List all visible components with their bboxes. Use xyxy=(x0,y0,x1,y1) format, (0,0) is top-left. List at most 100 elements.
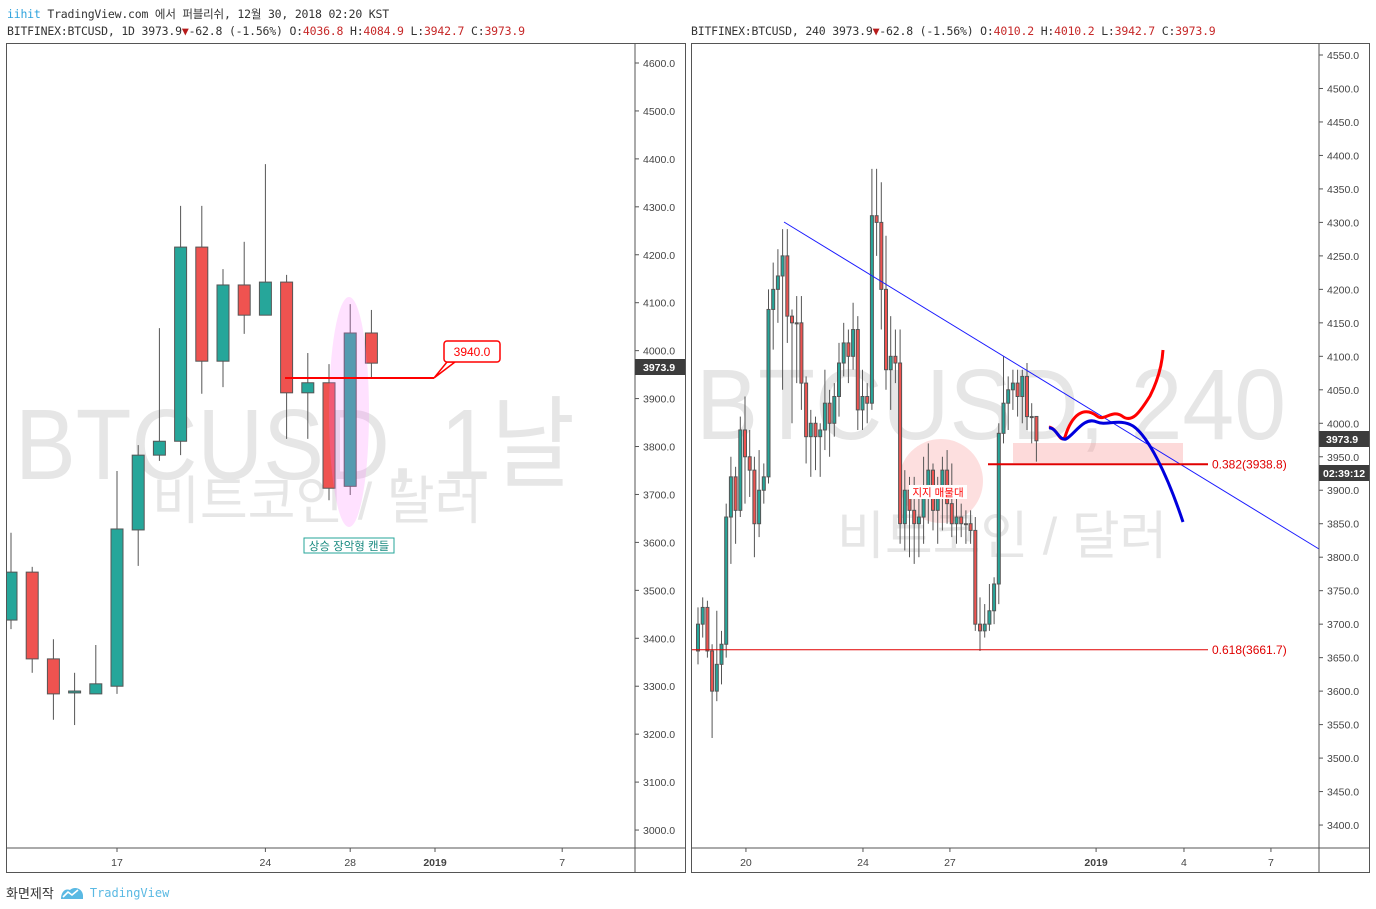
candle xyxy=(696,607,700,665)
candle xyxy=(968,510,973,544)
candle-body xyxy=(237,284,251,316)
candle-body xyxy=(25,571,39,660)
candle-body xyxy=(705,606,710,652)
interval: 1D xyxy=(121,24,135,38)
x-tick-label: 17 xyxy=(111,857,123,869)
y-tick-label: 4000.0 xyxy=(643,346,675,358)
candle-body xyxy=(747,456,752,471)
candle xyxy=(804,376,809,464)
candle-body xyxy=(968,523,973,531)
candle xyxy=(766,289,771,484)
candle-body xyxy=(794,322,799,325)
daily-chart[interactable]: BTCUSD, 1날 비트코인 / 달러 3940.0 상승 장악형 캔들 46… xyxy=(7,44,685,872)
candle xyxy=(747,429,752,497)
candle-body xyxy=(696,623,700,652)
y-tick-label: 4500.0 xyxy=(1327,83,1359,95)
y-tick-label: 4100.0 xyxy=(1327,351,1359,363)
candle-body xyxy=(851,329,856,357)
price-label-box xyxy=(635,359,685,375)
candle-body xyxy=(884,288,888,371)
candle xyxy=(771,262,776,350)
candle xyxy=(808,409,813,477)
candle-body xyxy=(874,215,879,223)
change: -62.8 xyxy=(188,24,223,38)
candle xyxy=(757,450,762,538)
symbol: BITFINEX:BTCUSD xyxy=(7,24,108,38)
close-value: 3973.9 xyxy=(484,24,525,38)
candle-body xyxy=(771,288,776,310)
candle xyxy=(738,416,743,518)
y-tick-label: 3100.0 xyxy=(643,777,675,789)
candle-body xyxy=(761,476,766,491)
low-value: 3942.7 xyxy=(423,24,465,38)
price-label: 3973.9 xyxy=(1326,434,1358,446)
daily-chart-panel[interactable]: BTCUSD, 1날 비트코인 / 달러 3940.0 상승 장악형 캔들 46… xyxy=(6,43,686,873)
candle xyxy=(869,168,874,410)
made-by-label: 화면제작 xyxy=(6,887,54,902)
author-link[interactable]: iihit xyxy=(7,7,41,21)
resistance-zone-rect xyxy=(1013,443,1183,463)
candle-body xyxy=(7,571,18,621)
price-label-box xyxy=(1319,431,1369,447)
candle xyxy=(846,329,851,384)
y-tick-label: 4050.0 xyxy=(1327,385,1359,397)
candle-body xyxy=(982,623,987,632)
high-value: 4084.9 xyxy=(363,24,404,38)
candle xyxy=(799,296,804,410)
4h-chart-panel[interactable]: BTCUSD, 240 비트코인 / 달러 0.382(3938.8) 0.61… xyxy=(691,43,1370,873)
candle-body xyxy=(902,489,907,525)
y-tick-label: 4400.0 xyxy=(1327,150,1359,162)
candle-body xyxy=(743,429,747,458)
down-triangle-icon: ▼ xyxy=(181,24,189,38)
candle xyxy=(743,396,747,504)
x-tick-label: 24 xyxy=(260,857,272,869)
trendline[interactable] xyxy=(783,221,1320,550)
candle-body xyxy=(1020,375,1025,397)
candle-body xyxy=(724,516,729,645)
candle xyxy=(855,316,860,430)
candle xyxy=(89,644,103,695)
candle-body xyxy=(916,516,921,525)
y-tick-label: 4100.0 xyxy=(643,298,675,310)
candle xyxy=(1029,403,1034,444)
y-tick-label: 3400.0 xyxy=(1327,820,1359,832)
candle-body xyxy=(898,362,903,525)
candle xyxy=(1015,369,1020,417)
4h-chart[interactable]: BTCUSD, 240 비트코인 / 달러 0.382(3938.8) 0.61… xyxy=(692,44,1369,872)
y-tick-label: 4200.0 xyxy=(1327,284,1359,296)
candle-body xyxy=(301,382,315,394)
level-callout-box xyxy=(443,340,501,363)
candle xyxy=(888,316,893,410)
candle xyxy=(322,364,336,501)
highlight-ellipse xyxy=(329,297,369,527)
candle xyxy=(982,604,987,638)
candle xyxy=(898,329,903,544)
level-callout: 3940.0 xyxy=(454,345,491,359)
candle xyxy=(775,249,780,323)
last-price: 3973.9 xyxy=(832,24,873,38)
tradingview-link[interactable]: TradingView xyxy=(89,885,170,900)
y-tick-label: 4300.0 xyxy=(643,202,675,214)
candle-body xyxy=(68,690,82,694)
candle-body xyxy=(949,503,954,525)
candle-body xyxy=(912,509,917,525)
candle-body xyxy=(364,332,378,364)
fib-618-label: 0.618(3661.7) xyxy=(1212,643,1287,657)
candle xyxy=(152,328,166,461)
candle-body xyxy=(738,429,743,511)
y-tick-label: 4200.0 xyxy=(643,250,675,262)
y-tick-label: 3600.0 xyxy=(1327,686,1359,698)
candle xyxy=(954,490,959,544)
forecast-down-path xyxy=(1048,419,1185,523)
candle-body xyxy=(808,422,813,438)
candle-body xyxy=(775,275,780,290)
y-tick-label: 3500.0 xyxy=(643,585,675,597)
candle xyxy=(780,229,785,390)
candle xyxy=(710,644,715,738)
candle-body xyxy=(710,650,715,692)
pattern-label: 상승 장악형 캔들 xyxy=(309,540,389,553)
y-tick-label: 4450.0 xyxy=(1327,117,1359,129)
candle xyxy=(714,610,719,702)
candle xyxy=(733,466,738,544)
candle-body xyxy=(1010,382,1015,391)
